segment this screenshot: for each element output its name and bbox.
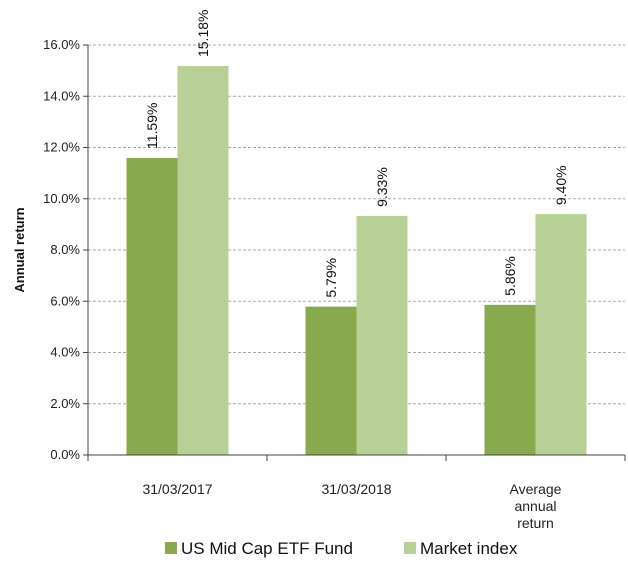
y-tick-label: 10.0% xyxy=(43,191,80,206)
y-tick-label: 12.0% xyxy=(43,140,80,155)
bar xyxy=(356,215,408,455)
legend-label: US Mid Cap ETF Fund xyxy=(181,539,353,558)
data-label: 5.79% xyxy=(323,258,339,298)
data-label: 9.33% xyxy=(374,167,390,207)
data-label: 5.86% xyxy=(502,256,518,296)
y-tick-label: 14.0% xyxy=(43,88,80,103)
legend-swatch xyxy=(404,542,416,554)
y-tick-label: 8.0% xyxy=(50,242,80,257)
data-label: 11.59% xyxy=(144,103,160,149)
data-label: 15.18% xyxy=(195,10,211,57)
y-axis-title: Annual return xyxy=(12,207,27,292)
bars xyxy=(126,66,587,455)
bar xyxy=(177,66,229,455)
bar xyxy=(484,304,536,455)
y-tick-label: 16.0% xyxy=(43,37,80,52)
category-label: 31/03/2017 xyxy=(142,481,212,497)
data-label: 9.40% xyxy=(553,165,569,205)
y-tick-label: 2.0% xyxy=(50,396,80,411)
legend: US Mid Cap ETF Fund Market index xyxy=(165,539,518,558)
bar xyxy=(126,158,178,455)
category-label: Average annual return xyxy=(510,481,562,531)
bar xyxy=(305,306,357,455)
bar xyxy=(535,214,587,455)
legend-swatch xyxy=(165,542,177,554)
y-tick-label: 4.0% xyxy=(50,345,80,360)
axes: 0.0% 2.0% 4.0% 6.0% 8.0% 10.0% 12.0% 14.0% 16.0%… xyxy=(12,37,626,531)
y-tick-label: 6.0% xyxy=(50,293,80,308)
data-labels: 11.59% 5.79% 5.86% 15.18% 9.33% 9.40% xyxy=(144,10,569,298)
legend-label: Market index xyxy=(420,539,518,558)
y-tick-label: 0.0% xyxy=(50,447,80,462)
category-label: 31/03/2018 xyxy=(321,481,391,497)
